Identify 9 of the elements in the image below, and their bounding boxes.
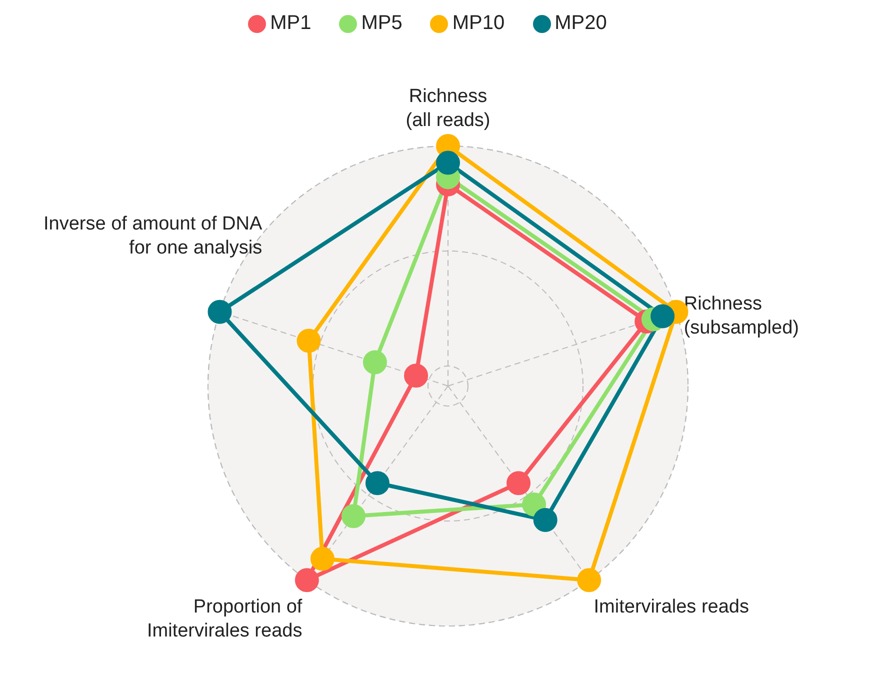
legend-label: MP5 xyxy=(361,12,402,34)
spoke-label: Inverse of amount of DNA for one analysis xyxy=(44,213,262,258)
spoke-label: Richness (subsampled) xyxy=(684,293,799,338)
spoke-label: Richness (all reads) xyxy=(406,86,490,131)
spoke-label: Proportion of Imitervirales reads xyxy=(147,596,303,642)
legend-label: MP20 xyxy=(554,12,607,34)
legend-label: MP10 xyxy=(452,12,505,34)
spoke-label: Imitervirales reads xyxy=(594,596,749,618)
legend-label: MP1 xyxy=(270,12,312,34)
